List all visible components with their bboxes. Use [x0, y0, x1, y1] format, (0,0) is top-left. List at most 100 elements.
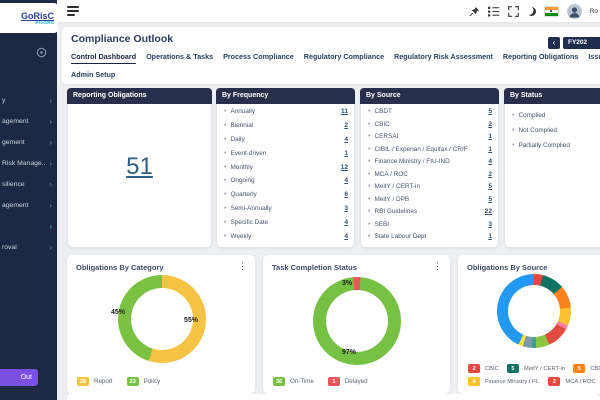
- source-donut-chart[interactable]: [497, 274, 571, 348]
- reporting-obligations-total[interactable]: 51: [126, 153, 153, 180]
- legend-item: 5 MeitY / CERT-in: [506, 364, 565, 373]
- target-icon[interactable]: [36, 45, 47, 58]
- chevron-right-icon: ›: [49, 138, 52, 147]
- list-item: • Event-driven 1: [224, 150, 348, 157]
- tab-operations-tasks[interactable]: Operations & Tasks: [146, 52, 214, 61]
- list-item-count[interactable]: 4: [344, 177, 348, 185]
- list-item-label: MCA / ROC: [374, 170, 408, 178]
- legend-count-badge: 2: [548, 377, 561, 386]
- bullet-icon: •: [368, 195, 371, 203]
- list-item: • MeitY / DPB 5: [368, 196, 492, 203]
- list-item-count[interactable]: 1: [344, 149, 348, 157]
- tab-control-dashboard[interactable]: Control Dashboard: [71, 52, 137, 64]
- list-item-count[interactable]: 4: [344, 135, 348, 143]
- sidebar-item[interactable]: agement ›: [0, 195, 57, 216]
- checklist-icon[interactable]: [487, 6, 500, 17]
- chevron-right-icon: ›: [49, 201, 52, 210]
- list-item-count[interactable]: 1: [488, 133, 492, 140]
- menu-toggle-icon[interactable]: [67, 4, 79, 18]
- sidebar-item[interactable]: roval ›: [0, 237, 57, 258]
- list-item-count[interactable]: 2: [488, 170, 492, 178]
- chevron-right-icon: ›: [49, 117, 52, 126]
- by-source-panel: By Source • CBDT 5 • CBIC 2 • CERSAI 1 • CIBIL / E…: [360, 88, 499, 248]
- kebab-icon[interactable]: ⋮: [238, 261, 247, 271]
- list-item-count[interactable]: 6: [344, 191, 348, 199]
- panel-title: By Frequency: [216, 88, 355, 104]
- india-flag-icon[interactable]: [543, 5, 559, 17]
- bullet-icon: •: [224, 191, 227, 199]
- list-item-count[interactable]: 11: [341, 108, 348, 115]
- list-item: • RBI Guidelines 22: [368, 208, 492, 215]
- legend-count-badge: 5: [573, 364, 586, 373]
- list-item-count[interactable]: 12: [340, 163, 348, 171]
- list-item-count[interactable]: 22: [484, 208, 492, 215]
- list-item-count[interactable]: 3: [488, 220, 492, 228]
- tab-regulatory-compliance[interactable]: Regulatory Compliance: [303, 52, 385, 61]
- kebab-icon[interactable]: ⋮: [433, 261, 442, 271]
- list-item-label: Weekly: [230, 232, 252, 240]
- list-item-count[interactable]: 5: [488, 183, 492, 190]
- list-item: • Weekly 4: [224, 233, 348, 240]
- list-item-label: Semi-Annually: [230, 205, 272, 213]
- sidebar-item[interactable]: gement ›: [0, 132, 57, 153]
- list-item: • CIBIL / Experian / Equifax / CRIF 1: [368, 146, 492, 153]
- sidebar-item[interactable]: ›: [0, 216, 57, 237]
- list-item-count[interactable]: 5: [488, 195, 492, 203]
- bullet-icon: •: [368, 220, 371, 228]
- list-item-count[interactable]: 4: [488, 158, 492, 165]
- legend-item: 4 Finance Ministry / FI..: [468, 377, 540, 386]
- bullet-icon: •: [224, 163, 227, 171]
- tab-issues[interactable]: Issues: [588, 52, 600, 61]
- topbar-actions: Ro: [469, 3, 600, 19]
- sidebar-item[interactable]: agement ›: [0, 111, 57, 132]
- bullet-icon: •: [224, 232, 227, 240]
- list-item-count[interactable]: 4: [344, 219, 348, 226]
- tab-process-compliance[interactable]: Process Compliance: [223, 52, 294, 61]
- list-item-count[interactable]: 3: [344, 205, 348, 213]
- reporting-obligations-panel: Reporting Obligations 51: [67, 88, 212, 248]
- panel-title: Reporting Obligations: [67, 88, 212, 104]
- list-item-label: Complied: [518, 112, 546, 119]
- list-item-label: MeitY / CERT-in: [374, 183, 421, 190]
- bullet-icon: •: [224, 205, 227, 213]
- list-item-label: Partially Complied: [518, 142, 570, 149]
- list-item-count[interactable]: 5: [488, 108, 492, 115]
- legend-count-badge: 28: [77, 377, 89, 386]
- list-item-count[interactable]: 2: [488, 120, 492, 128]
- sidebar-item[interactable]: y ›: [0, 90, 57, 111]
- tab-reporting-obligations[interactable]: Reporting Obligations: [502, 52, 579, 61]
- tab-regulatory-risk-assessment[interactable]: Regulatory Risk Assessment: [394, 52, 493, 61]
- list-item-label: Specific Date: [230, 219, 269, 226]
- list-item-count[interactable]: 1: [488, 145, 492, 153]
- logo-title: GoRisC: [20, 10, 54, 21]
- tab-bar: Control Dashboard Operations & Tasks Proce…: [71, 52, 600, 64]
- bullet-icon: •: [512, 112, 515, 119]
- app-logo[interactable]: GoRisC ProGRC: [0, 3, 58, 33]
- list-item-count[interactable]: 2: [344, 121, 348, 129]
- task-status-donut-chart[interactable]: 3% 97%: [313, 277, 401, 365]
- list-item-count[interactable]: 1: [488, 233, 492, 240]
- sidebar-item[interactable]: Risk Manage.. ›: [0, 153, 57, 174]
- list-item: • Finance Ministry / FIU-IND 4: [368, 158, 492, 165]
- category-donut-chart[interactable]: 45% 55%: [111, 275, 206, 363]
- fy-selector[interactable]: FY202: [563, 37, 600, 49]
- bullet-icon: •: [368, 170, 371, 178]
- list-item-label: Quarterly: [230, 191, 257, 199]
- list-item-count[interactable]: 4: [344, 232, 348, 240]
- expand-icon[interactable]: [507, 5, 519, 17]
- legend-count-badge: 36: [273, 377, 285, 386]
- pin-icon[interactable]: [469, 6, 480, 17]
- obligations-by-source-card: Obligations By Source 2 CBIC 5 MeitY / CERT…: [458, 255, 600, 394]
- list-item: • Annually 11: [224, 108, 348, 115]
- tab-admin-setup[interactable]: Admin Setup: [71, 70, 116, 79]
- fy-prev-button[interactable]: ‹: [548, 37, 560, 49]
- bullet-icon: •: [224, 177, 227, 185]
- user-avatar[interactable]: [566, 3, 582, 19]
- legend-label: Policy: [143, 378, 161, 385]
- logo-subtitle: ProGRC: [35, 20, 54, 26]
- dark-mode-icon[interactable]: [527, 7, 536, 16]
- sidebar-item[interactable]: silience ›: [0, 174, 57, 195]
- logout-button[interactable]: Out: [0, 369, 38, 386]
- list-item-label: SEBI: [374, 220, 390, 228]
